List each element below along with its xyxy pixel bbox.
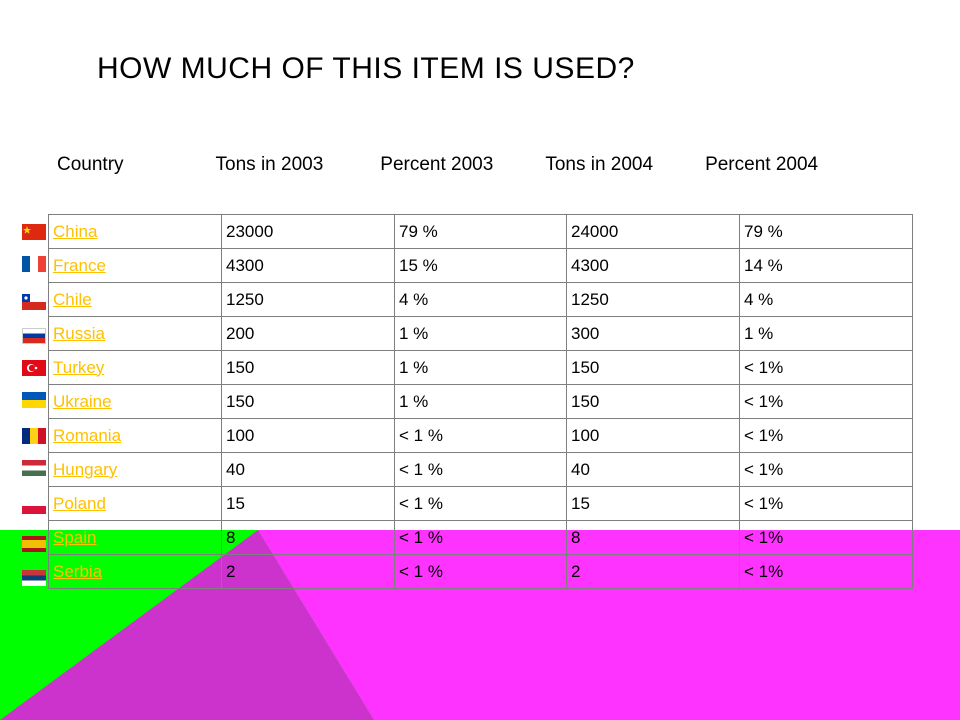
country-link-ukraine[interactable]: Ukraine	[53, 391, 112, 411]
percent-2003-cell: 1 %	[394, 384, 567, 419]
percent-2004-cell: < 1%	[739, 350, 913, 385]
tons-2003-cell: 23000	[221, 214, 395, 249]
percent-2004-cell: < 1%	[739, 452, 913, 487]
table-row: China 23000 79 % 24000 79 %	[48, 214, 913, 249]
header-percent-2004: Percent 2004	[705, 154, 819, 175]
percent-2003-cell: < 1 %	[394, 520, 567, 555]
percent-2003-cell: 79 %	[394, 214, 567, 249]
tons-2003-cell: 100	[221, 418, 395, 453]
tons-2004-cell: 15	[566, 486, 740, 521]
country-cell: Ukraine	[48, 384, 222, 419]
tons-2003-cell: 150	[221, 350, 395, 385]
tons-2004-cell: 40	[566, 452, 740, 487]
header-country: Country	[57, 154, 124, 175]
table-row: Turkey 150 1 % 150 < 1%	[48, 350, 913, 385]
country-cell: Russia	[48, 316, 222, 351]
percent-2004-cell: < 1%	[739, 520, 913, 555]
tons-2003-cell: 1250	[221, 282, 395, 317]
country-link-russia[interactable]: Russia	[53, 323, 105, 343]
country-cell: Hungary	[48, 452, 222, 487]
tons-2003-cell: 8	[221, 520, 395, 555]
romania-flag	[22, 428, 46, 444]
usage-table: China 23000 79 % 24000 79 % France 4300 …	[48, 214, 913, 589]
percent-2004-cell: < 1%	[739, 486, 913, 521]
country-link-france[interactable]: France	[53, 255, 106, 275]
header-percent-2003: Percent 2003	[380, 154, 494, 175]
france-flag	[22, 256, 46, 272]
table-row: France 4300 15 % 4300 14 %	[48, 248, 913, 283]
country-link-turkey[interactable]: Turkey	[53, 357, 105, 377]
tons-2004-cell: 150	[566, 384, 740, 419]
header-tons-2003: Tons in 2003	[215, 154, 324, 175]
percent-2003-cell: 1 %	[394, 350, 567, 385]
country-cell: Chile	[48, 282, 222, 317]
country-link-poland[interactable]: Poland	[53, 493, 106, 513]
ukraine-flag	[22, 392, 46, 408]
country-link-chile[interactable]: Chile	[53, 289, 92, 309]
table-header: Country Tons in 2003 Percent 2003 Tons in 2…	[57, 151, 907, 179]
table-row: Russia 200 1 % 300 1 %	[48, 316, 913, 351]
percent-2004-cell: < 1%	[739, 384, 913, 419]
tons-2004-cell: 8	[566, 520, 740, 555]
percent-2003-cell: < 1 %	[394, 452, 567, 487]
tons-2003-cell: 15	[221, 486, 395, 521]
country-cell: Turkey	[48, 350, 222, 385]
spain-flag	[22, 536, 46, 552]
country-link-hungary[interactable]: Hungary	[53, 459, 118, 479]
tons-2004-cell: 300	[566, 316, 740, 351]
table-row: Chile 1250 4 % 1250 4 %	[48, 282, 913, 317]
percent-2004-cell: < 1%	[739, 554, 913, 589]
table-row: Spain 8 < 1 % 8 < 1%	[48, 520, 913, 555]
percent-2004-cell: 79 %	[739, 214, 913, 249]
tons-2003-cell: 40	[221, 452, 395, 487]
percent-2004-cell: 4 %	[739, 282, 913, 317]
percent-2003-cell: 15 %	[394, 248, 567, 283]
country-cell: Romania	[48, 418, 222, 453]
tons-2003-cell: 4300	[221, 248, 395, 283]
tons-2004-cell: 24000	[566, 214, 740, 249]
table-row: Poland 15 < 1 % 15 < 1%	[48, 486, 913, 521]
country-link-china[interactable]: China	[53, 221, 98, 241]
tons-2004-cell: 150	[566, 350, 740, 385]
tons-2004-cell: 1250	[566, 282, 740, 317]
country-link-spain[interactable]: Spain	[53, 527, 97, 547]
turkey-flag	[22, 360, 46, 376]
tons-2003-cell: 200	[221, 316, 395, 351]
russia-flag	[22, 328, 46, 344]
tons-2003-cell: 150	[221, 384, 395, 419]
table-row: Romania 100 < 1 % 100 < 1%	[48, 418, 913, 453]
poland-flag	[22, 498, 46, 514]
percent-2004-cell: 1 %	[739, 316, 913, 351]
percent-2003-cell: 1 %	[394, 316, 567, 351]
tons-2003-cell: 2	[221, 554, 395, 589]
percent-2004-cell: 14 %	[739, 248, 913, 283]
country-link-serbia[interactable]: Serbia	[53, 561, 103, 581]
country-cell: France	[48, 248, 222, 283]
table-row: Ukraine 150 1 % 150 < 1%	[48, 384, 913, 419]
china-flag	[22, 224, 46, 240]
percent-2004-cell: < 1%	[739, 418, 913, 453]
percent-2003-cell: 4 %	[394, 282, 567, 317]
serbia-flag	[22, 570, 46, 586]
hungary-flag	[22, 460, 46, 476]
country-cell: Serbia	[48, 554, 222, 589]
percent-2003-cell: < 1 %	[394, 418, 567, 453]
country-cell: Spain	[48, 520, 222, 555]
table-row: Serbia 2 < 1 % 2 < 1%	[48, 554, 913, 589]
country-cell: China	[48, 214, 222, 249]
tons-2004-cell: 2	[566, 554, 740, 589]
percent-2003-cell: < 1 %	[394, 554, 567, 589]
country-cell: Poland	[48, 486, 222, 521]
slide-title: HOW MUCH OF THIS ITEM IS USED?	[97, 52, 635, 85]
country-link-romania[interactable]: Romania	[53, 425, 122, 445]
chile-flag	[22, 294, 46, 310]
percent-2003-cell: < 1 %	[394, 486, 567, 521]
table-row: Hungary 40 < 1 % 40 < 1%	[48, 452, 913, 487]
tons-2004-cell: 100	[566, 418, 740, 453]
header-tons-2004: Tons in 2004	[545, 154, 654, 175]
tons-2004-cell: 4300	[566, 248, 740, 283]
